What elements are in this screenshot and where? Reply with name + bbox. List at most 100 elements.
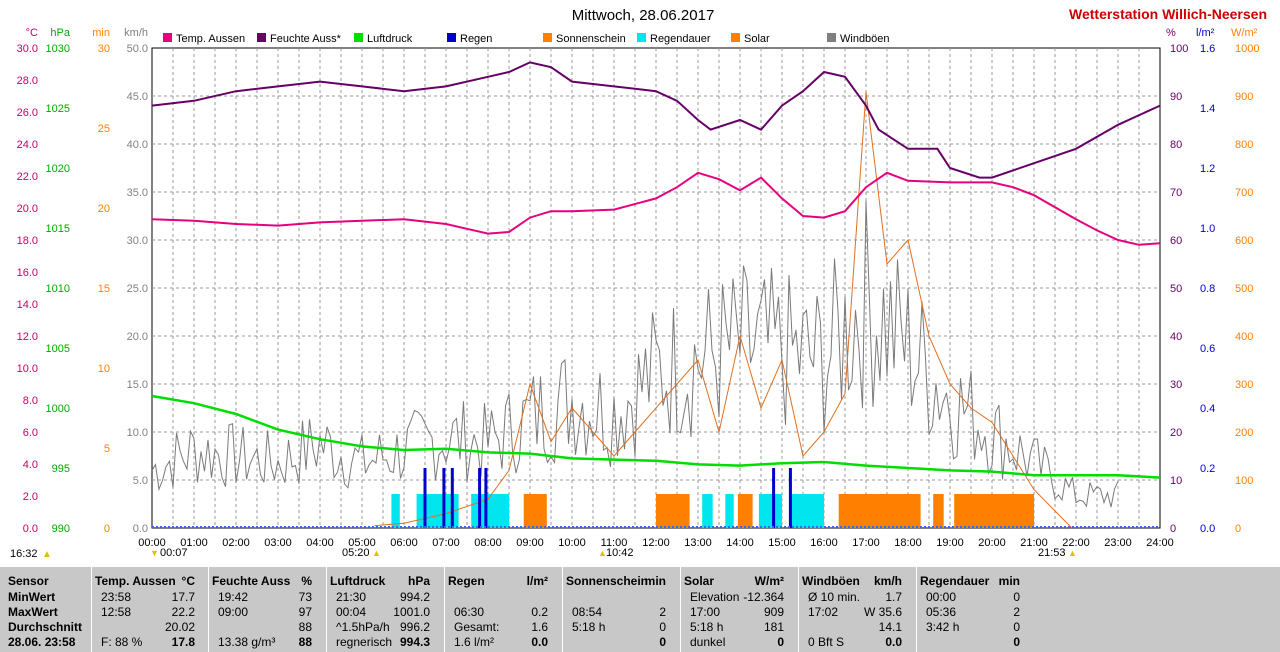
tick-label-left: 15.0 xyxy=(127,379,148,391)
column-separator xyxy=(326,567,327,652)
table-cell-value: 181 xyxy=(763,620,784,634)
tick-label-left: 2.0 xyxy=(23,491,38,503)
tick-label-right: 700 xyxy=(1235,187,1253,199)
legend-label: Solar xyxy=(744,33,770,45)
tick-label-right: 100 xyxy=(1170,43,1188,55)
tick-label-right: 90 xyxy=(1170,91,1182,103)
tick-label-left: 14.0 xyxy=(17,299,38,311)
tick-label-left: 24.0 xyxy=(17,139,38,151)
table-cell-value: -12.364 xyxy=(743,590,784,604)
table-cell-value: 2 xyxy=(1013,605,1020,619)
legend-swatch xyxy=(257,33,266,42)
table-cell-left: 17:00 xyxy=(690,605,721,619)
tick-label-x: 05:00 xyxy=(348,537,376,549)
sunrise-icon: ▲ xyxy=(372,548,381,558)
table-cell-left: 23:58 xyxy=(101,590,132,604)
bar-regendauer xyxy=(790,494,824,528)
tick-label-left: 15 xyxy=(98,283,110,295)
tick-label-x: 15:00 xyxy=(768,537,796,549)
bar-regen xyxy=(772,468,776,528)
table-cell-value: 0 xyxy=(659,620,666,634)
tick-label-left: 10.0 xyxy=(17,363,38,375)
series-luftdruck xyxy=(151,394,1161,479)
column-separator xyxy=(798,567,799,652)
table-cell-left: 09:00 xyxy=(218,605,249,619)
marker-sunrise: 05:20 xyxy=(342,547,370,559)
tick-label-x: 04:00 xyxy=(306,537,334,549)
series-temp-aussen xyxy=(151,171,1161,246)
table-header: Temp. Aussen xyxy=(95,574,176,588)
table-cell-value: W 35.6 xyxy=(863,605,902,619)
legend-swatch xyxy=(354,33,363,42)
bar-regen xyxy=(442,468,446,528)
table-cell-value: 0.0 xyxy=(531,635,548,649)
tick-label-left: 0.0 xyxy=(133,523,148,535)
tick-label-left: 4.0 xyxy=(23,459,38,471)
table-cell-value: 909 xyxy=(763,605,784,619)
moon-icon: ▼ xyxy=(150,548,159,558)
table-cell-value: 17.7 xyxy=(171,590,195,604)
axis-unit-left: km/h xyxy=(124,27,148,39)
tick-label-x: 03:00 xyxy=(264,537,292,549)
bar-regen xyxy=(788,468,792,528)
tick-label-left: 10.0 xyxy=(127,427,148,439)
tick-label-x: 10:00 xyxy=(558,537,586,549)
series-solar xyxy=(374,91,1073,529)
table-cell-left: regnerisch xyxy=(336,635,393,649)
table-unit: km/h xyxy=(873,574,902,588)
bar-regen xyxy=(450,468,454,528)
table-row-label: 28.06. 23:58 xyxy=(8,635,76,649)
legend-swatch xyxy=(731,33,740,42)
bar-regen xyxy=(423,468,427,528)
tick-label-left: 25 xyxy=(98,123,110,135)
axis-unit-left: hPa xyxy=(50,27,70,39)
column-separator xyxy=(562,567,563,652)
tick-label-right: 50 xyxy=(1170,283,1182,295)
column-separator xyxy=(91,567,92,652)
table-row-label: MaxWert xyxy=(8,605,58,619)
tick-label-left: 26.0 xyxy=(17,107,38,119)
tick-label-right: 70 xyxy=(1170,187,1182,199)
bar-sonnenschein xyxy=(523,494,547,528)
table-cell-value: 1.6 xyxy=(531,620,548,634)
table-cell-left: F: 88 % xyxy=(101,635,143,649)
table-row-label: MinWert xyxy=(8,590,56,604)
tick-label-left: 6.0 xyxy=(23,427,38,439)
tick-label-left: 1010 xyxy=(46,283,70,295)
legend-label: Regendauer xyxy=(650,33,711,45)
bar-sonnenschein xyxy=(933,494,944,528)
weather-chart: Mittwoch, 28.06.2017 Wetterstation Willic… xyxy=(10,6,1267,560)
tick-label-right: 20 xyxy=(1170,427,1182,439)
table-unit: min xyxy=(998,574,1020,588)
legend-label: Feuchte Auss* xyxy=(270,33,342,45)
tick-label-x: 07:00 xyxy=(432,537,460,549)
tick-label-right: 40 xyxy=(1170,331,1182,343)
table-cell-value: 0 xyxy=(659,635,666,649)
table-cell-value: 994.2 xyxy=(399,590,430,604)
table-cell-left: 0 Bft S xyxy=(808,635,845,649)
table-cell-value: 20.02 xyxy=(164,620,195,634)
table-cell-left: ^1.5hPa/h xyxy=(336,620,390,634)
tick-label-left: 5 xyxy=(104,443,110,455)
tick-label-left: 1015 xyxy=(46,223,70,235)
bar-regendauer xyxy=(471,494,509,528)
bar-regen xyxy=(478,468,482,528)
tick-label-left: 995 xyxy=(52,463,70,475)
table-cell-value: 73 xyxy=(298,590,312,604)
table-cell-left: 00:04 xyxy=(336,605,367,619)
axis-unit-left: min xyxy=(92,27,110,39)
table-cell-value: 97 xyxy=(298,605,312,619)
legend-swatch xyxy=(543,33,552,42)
tick-label-x: 16:00 xyxy=(810,537,838,549)
tick-label-right: 0.4 xyxy=(1200,403,1215,415)
tick-label-left: 25.0 xyxy=(127,283,148,295)
table-cell-left: 08:54 xyxy=(572,605,603,619)
tick-label-left: 30.0 xyxy=(17,43,38,55)
table-cell-value: 22.2 xyxy=(171,605,195,619)
table-cell-value: 0 xyxy=(1013,620,1020,634)
bar-regendauer xyxy=(758,494,782,528)
tick-label-left: 20 xyxy=(98,203,110,215)
table-cell-value: 994.3 xyxy=(399,635,430,649)
table-cell-value: 996.2 xyxy=(399,620,430,634)
tick-label-left: 30 xyxy=(98,43,110,55)
